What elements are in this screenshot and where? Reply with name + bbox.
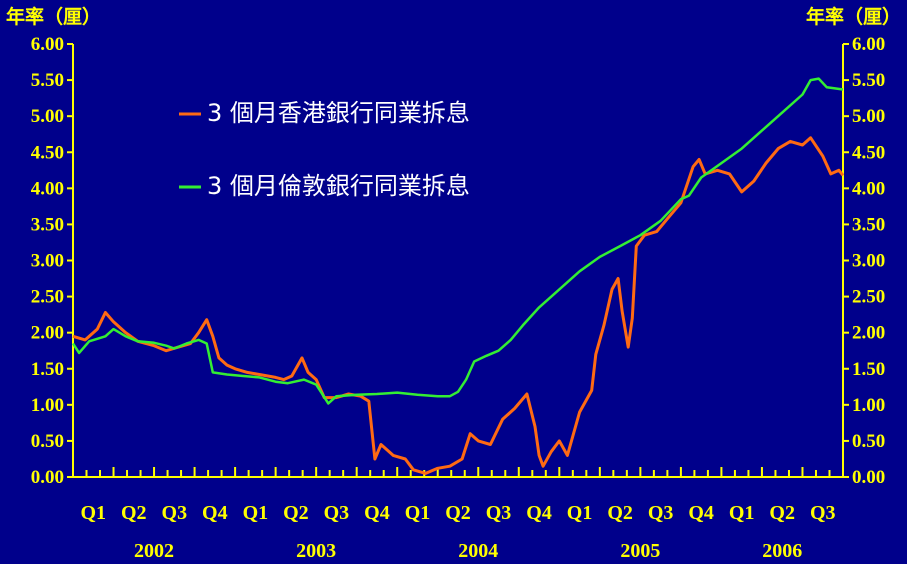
- y-tick-label-left: 3.50: [31, 214, 64, 235]
- y-tick-label-left: 5.50: [31, 70, 64, 91]
- year-label: 2002: [134, 540, 174, 562]
- quarter-label: Q1: [80, 502, 106, 524]
- quarter-label: Q2: [283, 502, 309, 524]
- y-tick-label-left: 2.00: [31, 323, 64, 344]
- y-tick-label-right: 5.00: [852, 106, 885, 127]
- y-tick-label-right: 4.00: [852, 178, 885, 199]
- legend-label: 3 個月香港銀行同業拆息: [207, 99, 470, 127]
- series-lines: [71, 77, 845, 475]
- y-tick-label-left: 4.50: [31, 142, 64, 163]
- y-tick-label-right: 3.50: [852, 214, 885, 235]
- y-tick-label-left: 6.00: [31, 34, 64, 55]
- y-tick-label-left: 0.50: [31, 431, 64, 452]
- quarter-label: Q1: [567, 502, 593, 524]
- quarter-label: Q1: [729, 502, 755, 524]
- quarter-label: Q3: [486, 502, 512, 524]
- y-tick-label-right: 4.50: [852, 142, 885, 163]
- y-tick-label-left: 0.00: [31, 467, 64, 488]
- year-label: 2005: [620, 540, 660, 562]
- y-tick-label-left: 4.00: [31, 178, 64, 199]
- y-tick-label-left: 5.00: [31, 106, 64, 127]
- y-tick-label-right: 1.50: [852, 359, 885, 380]
- quarter-label: Q3: [810, 502, 836, 524]
- y-axis-label-left: 年率（厘）: [6, 5, 101, 28]
- y-tick-label-right: 3.00: [852, 251, 885, 272]
- y-tick-label-left: 2.50: [31, 287, 64, 308]
- quarter-label: Q4: [526, 502, 552, 524]
- y-tick-label-right: 5.50: [852, 70, 885, 91]
- quarter-label: Q2: [121, 502, 147, 524]
- y-tick-label-right: 0.00: [852, 467, 885, 488]
- legend-label: 3 個月倫敦銀行同業拆息: [207, 172, 470, 200]
- year-label: 2004: [458, 540, 498, 562]
- y-axis-label-right: 年率（厘）: [806, 5, 901, 28]
- quarter-label: Q4: [364, 502, 390, 524]
- legend: 3 個月香港銀行同業拆息 3 個月倫敦銀行同業拆息: [179, 99, 470, 200]
- quarter-label: Q3: [324, 502, 350, 524]
- quarter-label: Q4: [688, 502, 714, 524]
- quarter-label: Q1: [243, 502, 269, 524]
- quarter-label: Q2: [445, 502, 471, 524]
- quarter-label: Q1: [405, 502, 431, 524]
- year-label: 2003: [296, 540, 336, 562]
- y-tick-label-right: 6.00: [852, 34, 885, 55]
- y-tick-label-right: 0.50: [852, 431, 885, 452]
- quarter-label: Q2: [769, 502, 795, 524]
- y-tick-label-left: 1.00: [31, 395, 64, 416]
- quarter-label: Q3: [648, 502, 674, 524]
- quarter-label: Q4: [202, 502, 228, 524]
- y-tick-label-left: 1.50: [31, 359, 64, 380]
- y-tick-label-left: 3.00: [31, 251, 64, 272]
- quarter-label: Q3: [162, 502, 188, 524]
- axes: 0.00 0.00 0.50 0.50 1.00 1.00 1.50 1.50 2.00 2.00…: [31, 34, 886, 562]
- quarter-label: Q2: [607, 502, 633, 524]
- y-tick-label-right: 1.00: [852, 395, 885, 416]
- libor-series-line: [71, 77, 844, 405]
- y-tick-label-right: 2.00: [852, 323, 885, 344]
- year-label: 2006: [762, 540, 802, 562]
- hibor-series-line: [72, 136, 845, 475]
- y-tick-label-right: 2.50: [852, 287, 885, 308]
